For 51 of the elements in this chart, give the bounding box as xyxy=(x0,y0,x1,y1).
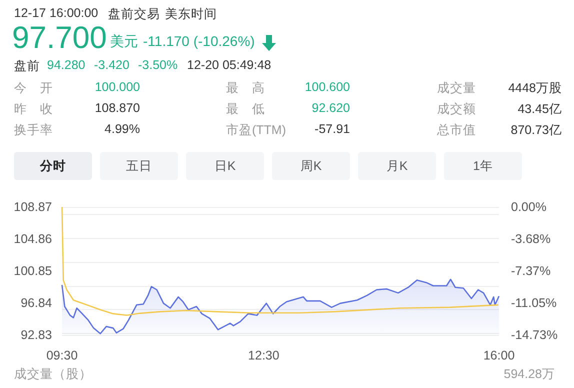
y2-tick-label: -7.37% xyxy=(511,264,551,278)
text: 43.45亿 xyxy=(518,101,562,118)
y-tick-label: 104.86 xyxy=(14,232,52,246)
x-tick-label: 16:00 xyxy=(483,348,515,362)
text: 12-20 05:49:48 xyxy=(187,58,272,72)
text: 昨 收 xyxy=(14,101,53,118)
y-tick-label: 96.84 xyxy=(20,296,52,310)
text: 94.280 xyxy=(47,58,86,72)
text: -11.170 (-10.26%) xyxy=(143,33,255,49)
text: 今 开 xyxy=(14,80,53,97)
text: 盘前 xyxy=(14,58,40,75)
text: 100.600 xyxy=(304,80,350,94)
line-series xyxy=(61,206,499,316)
y-tick-label: 108.87 xyxy=(14,200,52,214)
text: 市盈(TTM) xyxy=(226,122,286,139)
text: 12-17 16:00:00 xyxy=(14,6,98,20)
y2-tick-label: -3.68% xyxy=(511,232,551,246)
tab-button[interactable]: 周K xyxy=(272,152,350,180)
text: 108.870 xyxy=(94,101,140,115)
y-tick-label: 100.85 xyxy=(14,264,52,278)
x-tick-label: 09:30 xyxy=(46,348,78,362)
text: -3.50% xyxy=(138,58,178,72)
x-tick-label: 12:30 xyxy=(248,348,280,362)
text: 美元 xyxy=(110,33,138,51)
text: 870.73亿 xyxy=(510,122,562,139)
text: -3.420 xyxy=(94,58,130,72)
y2-tick-label: -14.73% xyxy=(511,328,558,342)
text: 成交量 xyxy=(437,80,476,97)
text: 成交额 xyxy=(437,101,476,118)
y2-tick-label: -11.05% xyxy=(511,296,557,310)
text: 92.620 xyxy=(312,101,350,115)
y-tick-label: 92.83 xyxy=(20,328,52,342)
text: 594.28万 xyxy=(504,366,555,383)
tab-button[interactable]: 月K xyxy=(358,152,436,180)
text: 盘前交易 xyxy=(108,6,160,23)
text: 总市值 xyxy=(437,122,476,139)
text: 最 低 xyxy=(226,101,265,118)
text: 最 高 xyxy=(226,80,265,97)
text: 换手率 xyxy=(14,122,53,139)
text: -57.91 xyxy=(314,122,350,136)
text: 成交量（股） xyxy=(14,366,92,383)
y2-tick-label: 0.00% xyxy=(511,200,546,214)
tab-button[interactable]: 分时 xyxy=(14,152,92,180)
text: 100.000 xyxy=(94,80,140,94)
text: 4.99% xyxy=(104,122,140,136)
text: 97.700 xyxy=(12,20,107,56)
tab-button[interactable]: 1年 xyxy=(444,152,522,180)
tab-button[interactable]: 日K xyxy=(186,152,264,180)
tab-button[interactable]: 五日 xyxy=(100,152,178,180)
text: 4448万股 xyxy=(508,80,562,97)
text: 美东时间 xyxy=(165,6,217,23)
